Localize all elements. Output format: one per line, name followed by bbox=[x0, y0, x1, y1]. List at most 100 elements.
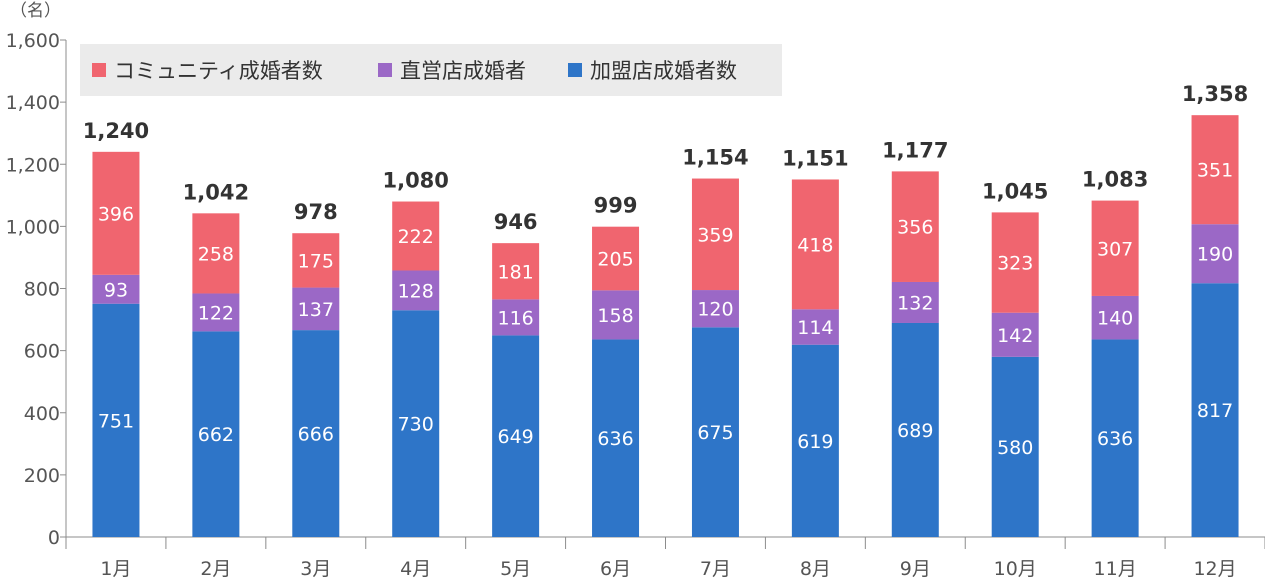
bar-value-label: 662 bbox=[198, 424, 234, 446]
y-axis-unit-label: （名） bbox=[10, 1, 61, 21]
bar-segment bbox=[192, 213, 240, 294]
bar-value-label: 636 bbox=[1097, 428, 1133, 450]
bar-value-label: 116 bbox=[497, 307, 533, 329]
bar-total-label: 946 bbox=[494, 210, 538, 234]
bar-value-label: 140 bbox=[1097, 308, 1133, 330]
bar-total-label: 1,080 bbox=[382, 169, 448, 193]
bar-total-label: 1,358 bbox=[1182, 82, 1248, 106]
bar-value-label: 351 bbox=[1197, 160, 1233, 182]
bar-value-label: 222 bbox=[398, 226, 434, 248]
x-tick-label: 7月 bbox=[700, 558, 731, 580]
x-tick-label: 5月 bbox=[500, 558, 531, 580]
bar-total-label: 1,083 bbox=[1082, 168, 1148, 192]
bar-segment bbox=[492, 335, 540, 537]
bar-value-label: 128 bbox=[398, 280, 434, 302]
bar-value-label: 817 bbox=[1197, 400, 1233, 422]
y-tick-label: 1,000 bbox=[6, 216, 60, 238]
bar-value-label: 730 bbox=[398, 414, 434, 436]
bar-value-label: 619 bbox=[797, 431, 833, 453]
bar-value-label: 93 bbox=[104, 279, 128, 301]
x-tick-label: 2月 bbox=[200, 558, 231, 580]
x-tick-label: 11月 bbox=[1094, 558, 1137, 580]
x-tick-label: 8月 bbox=[800, 558, 831, 580]
bar-value-label: 689 bbox=[897, 420, 933, 442]
bar-total-label: 1,154 bbox=[682, 146, 748, 170]
bar-value-label: 158 bbox=[597, 305, 633, 327]
legend-swatch bbox=[92, 63, 106, 77]
bar-value-label: 190 bbox=[1197, 244, 1233, 266]
bar-segment bbox=[1191, 224, 1239, 284]
legend-swatch bbox=[378, 63, 392, 77]
y-tick-label: 800 bbox=[24, 279, 60, 301]
legend-item-label: 直営店成婚者 bbox=[400, 59, 526, 83]
bar-segment bbox=[791, 344, 839, 537]
bar-total-label: 999 bbox=[594, 194, 638, 218]
bar-segment bbox=[691, 327, 739, 537]
x-tick-label: 3月 bbox=[300, 558, 331, 580]
x-tick-label: 12月 bbox=[1193, 558, 1236, 580]
bar-total-label: 1,151 bbox=[782, 146, 848, 170]
bar-segment bbox=[1191, 115, 1239, 225]
x-tick-label: 6月 bbox=[600, 558, 631, 580]
bar-total-label: 978 bbox=[294, 200, 338, 224]
bar-segment bbox=[791, 309, 839, 345]
x-tick-label: 10月 bbox=[994, 558, 1037, 580]
bar-value-label: 114 bbox=[797, 317, 833, 339]
bar-value-label: 396 bbox=[98, 203, 134, 225]
bar-segment bbox=[92, 274, 140, 304]
bar-value-label: 122 bbox=[198, 302, 234, 324]
bar-segment bbox=[891, 322, 939, 537]
bar-value-label: 258 bbox=[198, 243, 234, 265]
bar-value-label: 175 bbox=[298, 250, 334, 272]
bar-segment bbox=[592, 226, 640, 291]
bar-value-label: 580 bbox=[997, 437, 1033, 459]
bar-segment bbox=[991, 312, 1039, 357]
bar-segment bbox=[592, 339, 640, 537]
bar-value-label: 418 bbox=[797, 234, 833, 256]
bar-value-label: 205 bbox=[597, 249, 633, 271]
bar-value-label: 649 bbox=[497, 426, 533, 448]
bar-segment bbox=[392, 201, 440, 271]
legend-item-label: コミュニティ成婚者数 bbox=[114, 59, 323, 83]
y-tick-label: 1,400 bbox=[6, 92, 60, 114]
bar-value-label: 137 bbox=[298, 299, 334, 321]
bar-total-label: 1,177 bbox=[882, 138, 948, 162]
bar-segment bbox=[492, 243, 540, 300]
y-tick-label: 1,600 bbox=[6, 30, 60, 52]
y-tick-label: 200 bbox=[24, 465, 60, 487]
legend-swatch bbox=[568, 63, 582, 77]
y-tick-label: 600 bbox=[24, 341, 60, 363]
bar-segment bbox=[192, 331, 240, 537]
bar-segment bbox=[192, 293, 240, 332]
y-tick-label: 0 bbox=[48, 527, 60, 549]
bar-segment bbox=[392, 310, 440, 537]
bar-segment bbox=[1091, 339, 1139, 537]
bar-segment bbox=[592, 290, 640, 340]
bar-value-label: 142 bbox=[997, 325, 1033, 347]
bar-total-label: 1,240 bbox=[83, 119, 149, 143]
y-tick-label: 400 bbox=[24, 403, 60, 425]
bar-segment bbox=[492, 299, 540, 336]
bar-total-label: 1,042 bbox=[183, 180, 249, 204]
bar-value-label: 675 bbox=[697, 422, 733, 444]
bar-value-label: 636 bbox=[597, 428, 633, 450]
bar-value-label: 120 bbox=[697, 299, 733, 321]
bar-segment bbox=[292, 287, 340, 331]
x-tick-label: 4月 bbox=[400, 558, 431, 580]
bar-segment bbox=[691, 290, 739, 328]
bar-segment bbox=[791, 179, 839, 310]
bar-value-label: 307 bbox=[1097, 238, 1133, 260]
bar-segment bbox=[691, 178, 739, 291]
bar-segment bbox=[991, 212, 1039, 313]
legend-box bbox=[80, 44, 782, 96]
bar-segment bbox=[991, 356, 1039, 537]
bar-value-label: 356 bbox=[897, 217, 933, 239]
y-tick-label: 1,200 bbox=[6, 154, 60, 176]
bar-value-label: 323 bbox=[997, 253, 1033, 275]
bar-segment bbox=[392, 270, 440, 311]
bar-value-label: 751 bbox=[98, 410, 134, 432]
bar-segment bbox=[92, 303, 140, 537]
bar-segment bbox=[292, 233, 340, 288]
